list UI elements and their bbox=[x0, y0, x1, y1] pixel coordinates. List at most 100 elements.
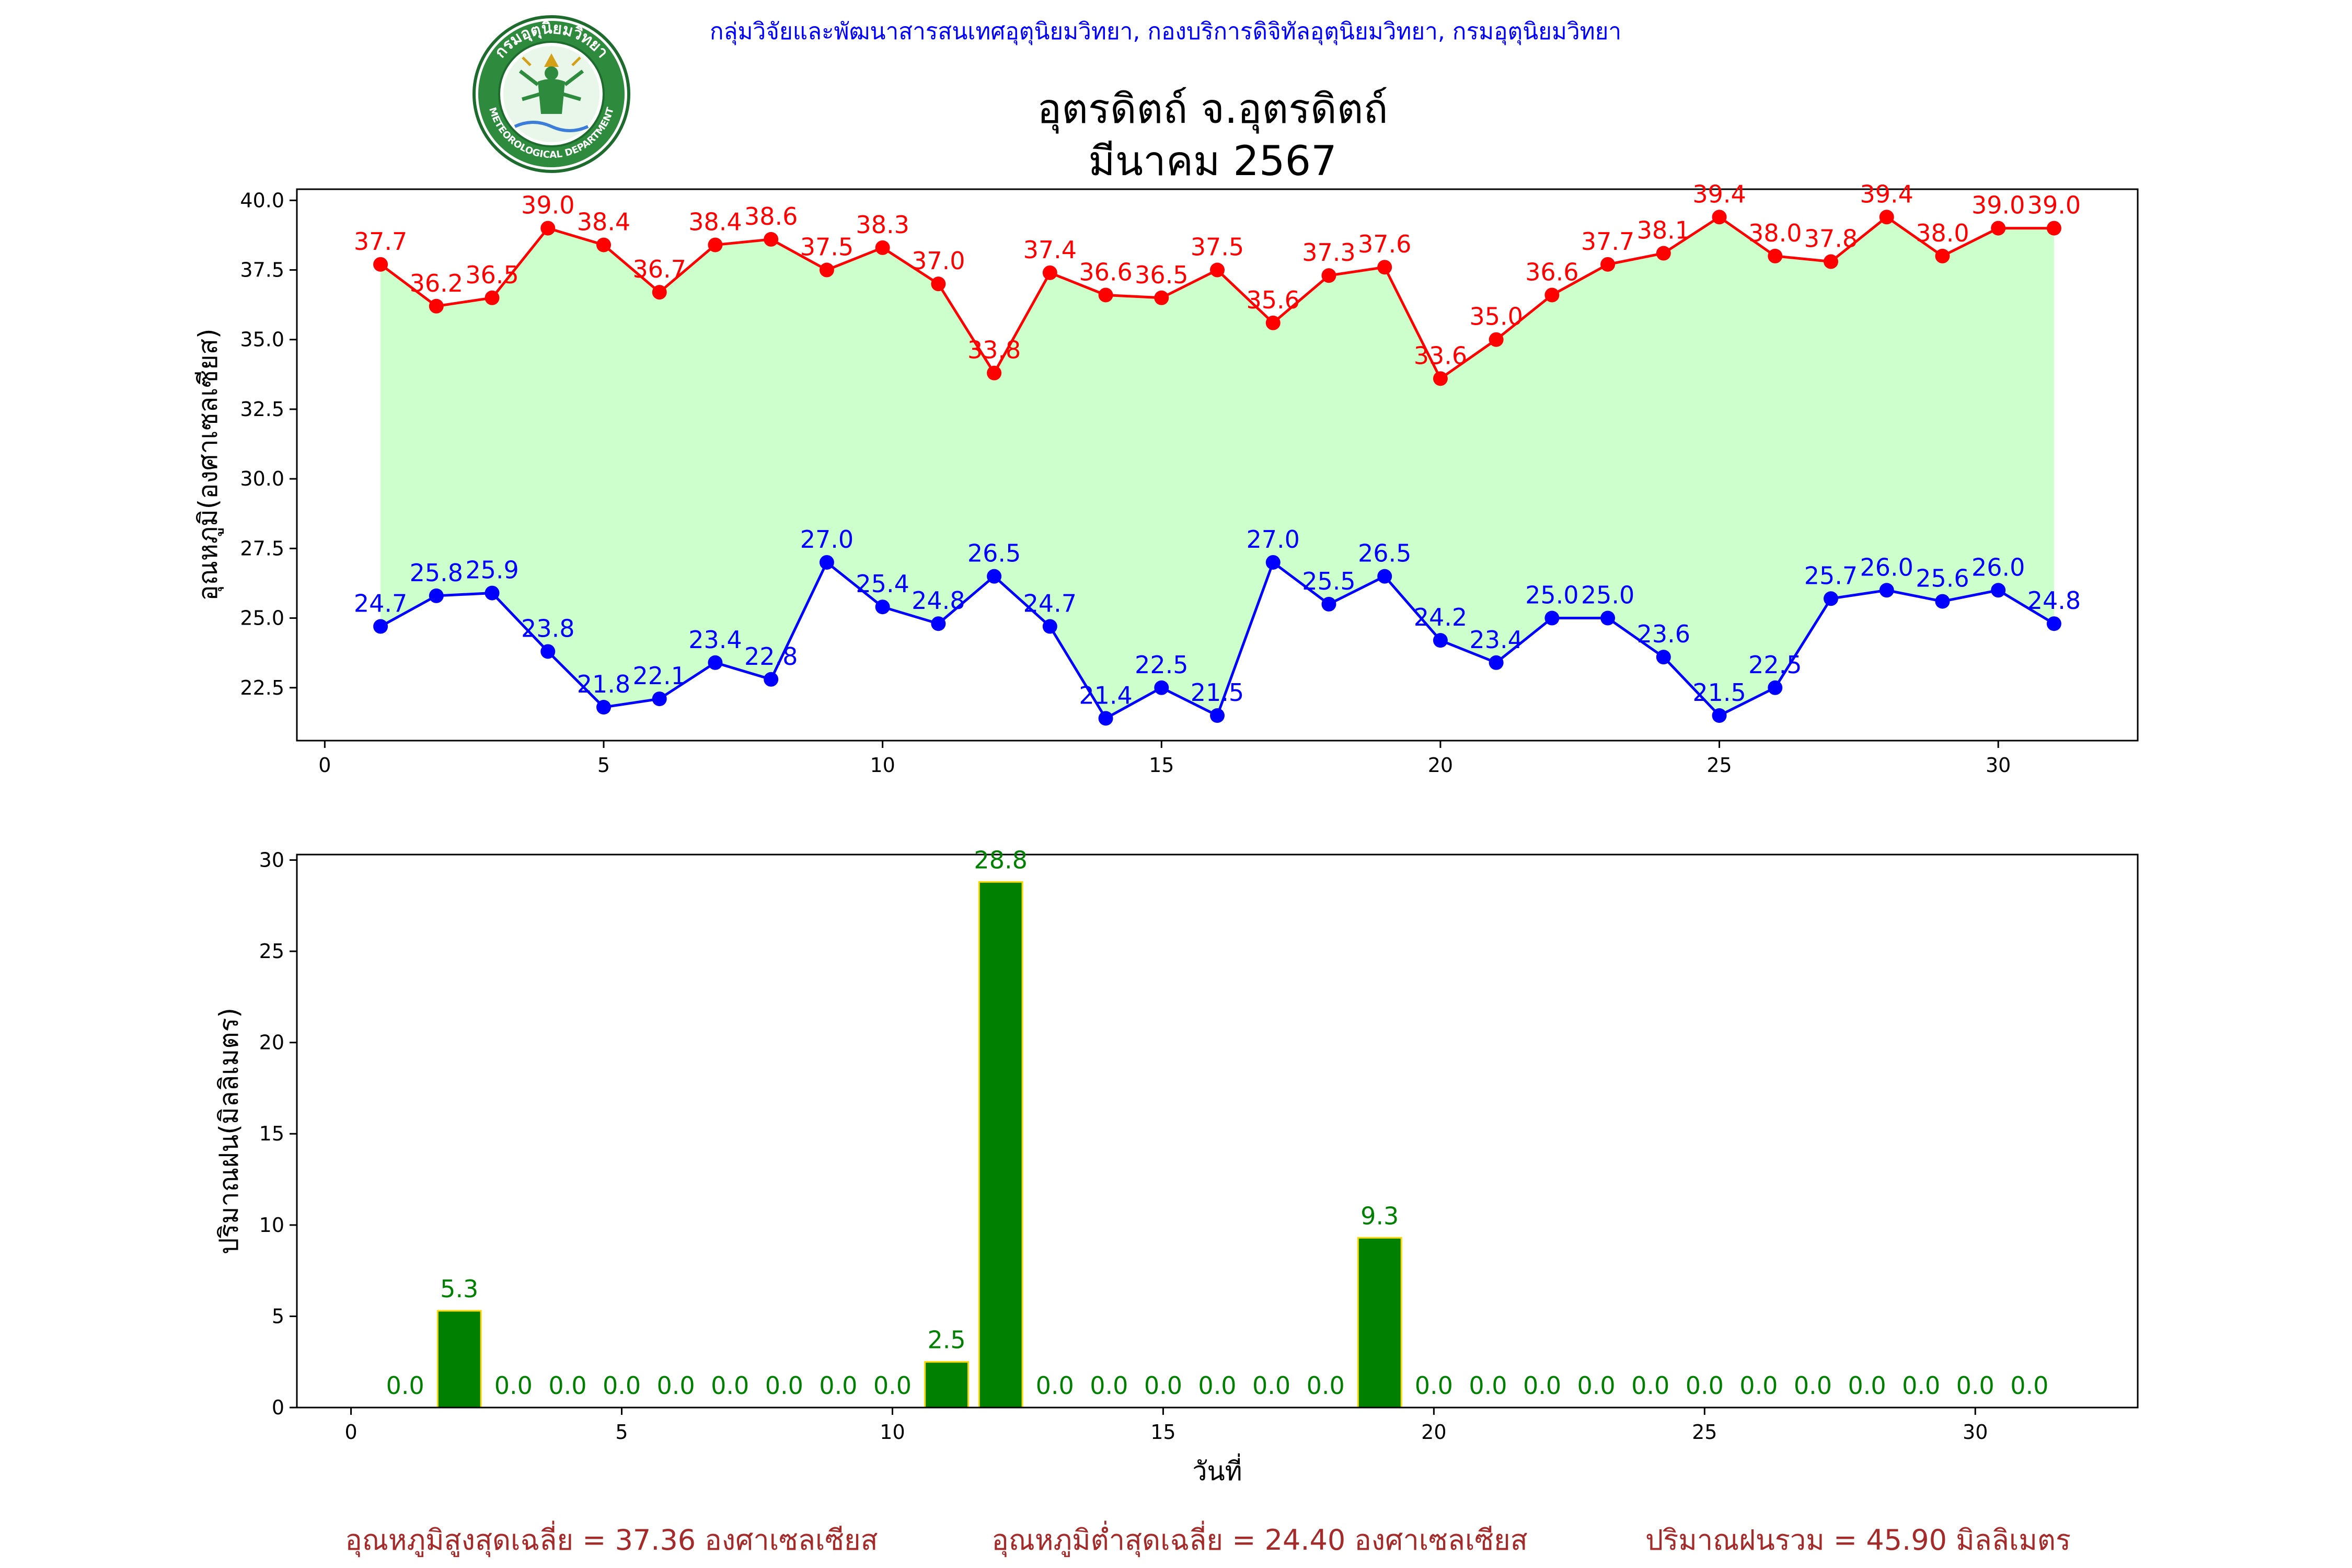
y-tick-label: 35.0 bbox=[240, 328, 284, 351]
max-temp-point bbox=[540, 221, 556, 236]
y-tick-label: 25.0 bbox=[240, 607, 284, 630]
min-temp-point bbox=[1712, 708, 1727, 723]
max-temp-value-label: 38.6 bbox=[744, 202, 798, 230]
min-temp-point bbox=[1433, 633, 1448, 648]
max-temp-point bbox=[987, 365, 1002, 381]
min-temp-point bbox=[1489, 655, 1504, 670]
y-tick-label: 15 bbox=[259, 1122, 284, 1145]
rainfall-value-label: 0.0 bbox=[1090, 1371, 1128, 1400]
min-temp-value-label: 23.4 bbox=[688, 626, 742, 654]
rainfall-value-label: 0.0 bbox=[711, 1371, 749, 1400]
max-temp-point bbox=[819, 262, 834, 278]
max-temp-value-label: 39.0 bbox=[2027, 191, 2081, 220]
min-temp-point bbox=[1098, 711, 1113, 726]
max-temp-point bbox=[1879, 210, 1894, 225]
rainfall-value-label: 28.8 bbox=[974, 846, 1027, 874]
min-temp-point bbox=[1824, 591, 1838, 606]
rainfall-value-label: 0.0 bbox=[1252, 1371, 1290, 1400]
x-tick-label: 5 bbox=[615, 1421, 628, 1444]
min-temp-point bbox=[2046, 616, 2061, 631]
min-temp-point bbox=[1321, 596, 1336, 612]
min-temp-value-label: 21.5 bbox=[1692, 678, 1746, 707]
min-temp-value-label: 25.8 bbox=[410, 559, 463, 587]
min-temp-point bbox=[429, 588, 444, 603]
deity-figure-icon bbox=[514, 53, 589, 132]
rainfall-value-label: 0.0 bbox=[548, 1371, 586, 1400]
min-temp-point bbox=[596, 700, 611, 715]
x-tick-label: 10 bbox=[870, 754, 895, 777]
min-temp-value-label: 27.0 bbox=[800, 525, 854, 554]
min-temp-value-label: 25.0 bbox=[1525, 581, 1578, 609]
max-temp-point bbox=[1600, 257, 1616, 272]
rainfall-value-label: 0.0 bbox=[1523, 1371, 1561, 1400]
max-temp-value-label: 39.4 bbox=[1692, 180, 1746, 208]
max-temp-value-label: 36.5 bbox=[1135, 261, 1188, 289]
max-temp-point bbox=[1712, 210, 1727, 225]
min-temp-value-label: 25.4 bbox=[856, 570, 909, 598]
rainfall-value-label: 9.3 bbox=[1361, 1202, 1399, 1230]
rainfall-bars bbox=[436, 881, 1402, 1409]
max-temp-point bbox=[708, 237, 723, 252]
y-tick-label: 25 bbox=[259, 940, 284, 963]
min-temp-point bbox=[373, 619, 388, 634]
min-temp-point bbox=[1600, 610, 1616, 626]
min-temp-value-label: 23.8 bbox=[521, 614, 574, 642]
rainfall-value-label: 0.0 bbox=[873, 1371, 912, 1400]
max-temp-point bbox=[1098, 287, 1113, 303]
max-temp-value-label: 37.5 bbox=[1191, 233, 1244, 261]
min-temp-point bbox=[819, 555, 834, 570]
rainfall-value-label: 0.0 bbox=[386, 1371, 424, 1400]
max-temp-value-label: 38.4 bbox=[577, 208, 630, 236]
max-temp-value-label: 39.0 bbox=[521, 191, 574, 220]
min-temp-point bbox=[1991, 583, 2006, 598]
max-temp-point bbox=[485, 290, 500, 305]
min-temp-point bbox=[1154, 680, 1169, 695]
x-tick-label: 15 bbox=[1149, 754, 1174, 777]
max-temp-point bbox=[1824, 254, 1838, 269]
rainfall-value-label: 0.0 bbox=[1415, 1371, 1453, 1400]
max-temp-value-label: 37.0 bbox=[912, 247, 965, 275]
rainfall-value-label: 0.0 bbox=[1794, 1371, 1832, 1400]
avg-min-temp-summary: อุณหภูมิต่ำสุดเฉลี่ย = 24.40 องศาเซลเซีย… bbox=[991, 1520, 1527, 1558]
rainfall-plot-frame bbox=[296, 854, 2139, 1409]
rainfall-value-label: 0.0 bbox=[1144, 1371, 1182, 1400]
rainfall-value-label: 0.0 bbox=[819, 1371, 857, 1400]
y-tick-label: 37.5 bbox=[240, 259, 284, 282]
min-temp-point bbox=[1042, 619, 1057, 634]
min-temp-point bbox=[1656, 650, 1671, 665]
max-temp-value-label: 39.4 bbox=[1860, 180, 1913, 208]
temperature-y-axis-label: อุณหภูมิ(องศาเซลเซียส) bbox=[193, 328, 224, 601]
rainfall-value-label: 0.0 bbox=[1902, 1371, 1940, 1400]
max-temp-point bbox=[1489, 332, 1504, 347]
min-temp-point bbox=[1544, 610, 1560, 626]
min-temp-point bbox=[1935, 594, 1950, 609]
min-temp-value-label: 23.6 bbox=[1637, 620, 1690, 648]
max-temp-value-label: 33.6 bbox=[1414, 341, 1467, 370]
max-temp-point bbox=[2046, 221, 2061, 236]
min-temp-value-label: 23.4 bbox=[1469, 626, 1523, 654]
rainfall-x-axis-label: วันที่ bbox=[1192, 1454, 1242, 1486]
x-tick-label: 25 bbox=[1707, 754, 1732, 777]
rainfall-value-label: 0.0 bbox=[1848, 1371, 1886, 1400]
min-temp-point bbox=[1210, 708, 1225, 723]
min-temp-value-label: 24.8 bbox=[2027, 586, 2081, 615]
rainfall-value-label: 0.0 bbox=[1469, 1371, 1507, 1400]
y-tick-label: 20 bbox=[259, 1031, 284, 1054]
y-tick-label: 10 bbox=[259, 1214, 284, 1237]
max-temp-point bbox=[764, 232, 779, 247]
min-temp-value-label: 24.7 bbox=[354, 590, 407, 618]
max-temp-point bbox=[1321, 268, 1336, 283]
max-temp-point bbox=[931, 276, 946, 292]
max-temp-point bbox=[1991, 221, 2006, 236]
rainfall-value-label: 0.0 bbox=[1036, 1371, 1074, 1400]
y-tick-label: 22.5 bbox=[240, 676, 284, 699]
organization-text: กลุ่มวิจัยและพัฒนาสารสนเทศอุตุนิยมวิทยา,… bbox=[710, 18, 1621, 45]
min-temp-value-label: 21.8 bbox=[577, 670, 630, 698]
min-temp-point bbox=[1879, 583, 1894, 598]
min-temp-value-label: 21.4 bbox=[1079, 681, 1132, 709]
min-temp-value-label: 26.5 bbox=[967, 539, 1021, 568]
max-temp-value-label: 35.0 bbox=[1469, 303, 1523, 331]
min-temp-value-label: 26.0 bbox=[1860, 553, 1913, 581]
total-rainfall-summary: ปริมาณฝนรวม = 45.90 มิลลิเมตร bbox=[1645, 1524, 2071, 1557]
